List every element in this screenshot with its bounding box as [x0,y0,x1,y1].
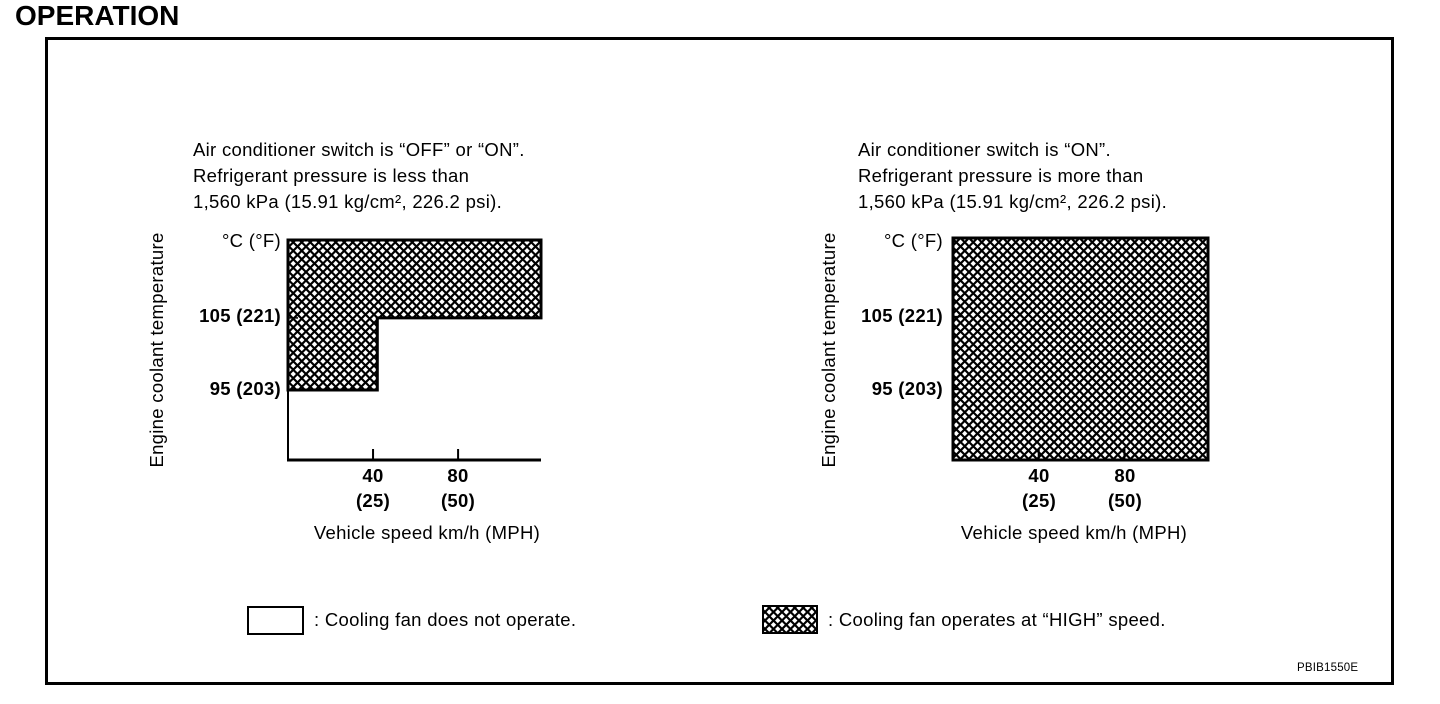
legend-hatched-swatch [762,605,818,634]
left-y-unit-label: °C (°F) [221,230,281,251]
right-caption-line-1: Air conditioner switch is “ON”. [858,139,1111,160]
left-caption-line-2: Refrigerant pressure is less than [193,165,470,186]
right-caption-line-3: 1,560 kPa (15.91 kg/cm², 226.2 psi). [858,191,1168,212]
right-x-tick-sublabel-50: (50) [1107,490,1143,511]
high-speed-region [951,236,1210,462]
figure-code: PBIB1550E [1297,662,1359,674]
legend-hatched-text: : Cooling fan operates at “HIGH” speed. [828,609,1166,630]
left-y-tick-label-95: 95 (203) [209,378,281,399]
right-y-tick-label-95: 95 (203) [871,378,943,399]
left-chart [286,238,543,462]
high-speed-region [286,238,543,392]
right-caption-line-2: Refrigerant pressure is more than [858,165,1144,186]
left-caption-line-3: 1,560 kPa (15.91 kg/cm², 226.2 psi). [193,191,503,212]
legend-blank-swatch [247,606,304,635]
right-x-tick-sublabel-25: (25) [1021,490,1057,511]
right-x-axis-title: Vehicle speed km/h (MPH) [960,522,1188,543]
left-x-tick-label-80: 80 [447,465,469,486]
left-x-tick-sublabel-25: (25) [355,490,391,511]
legend-blank-text: : Cooling fan does not operate. [314,609,577,630]
page-title: OPERATION [15,0,180,31]
left-caption-line-1: Air conditioner switch is “OFF” or “ON”. [193,139,525,160]
left-x-tick-sublabel-50: (50) [440,490,476,511]
right-x-tick-label-40: 40 [1028,465,1050,486]
left-x-axis-title: Vehicle speed km/h (MPH) [313,522,541,543]
right-y-tick-label-105: 105 (221) [861,305,943,326]
right-y-unit-label: °C (°F) [883,230,943,251]
right-chart [951,236,1210,462]
left-x-tick-label-40: 40 [362,465,384,486]
right-x-tick-label-80: 80 [1114,465,1136,486]
figure-frame [45,37,1394,685]
left-y-tick-label-105: 105 (221) [199,305,281,326]
